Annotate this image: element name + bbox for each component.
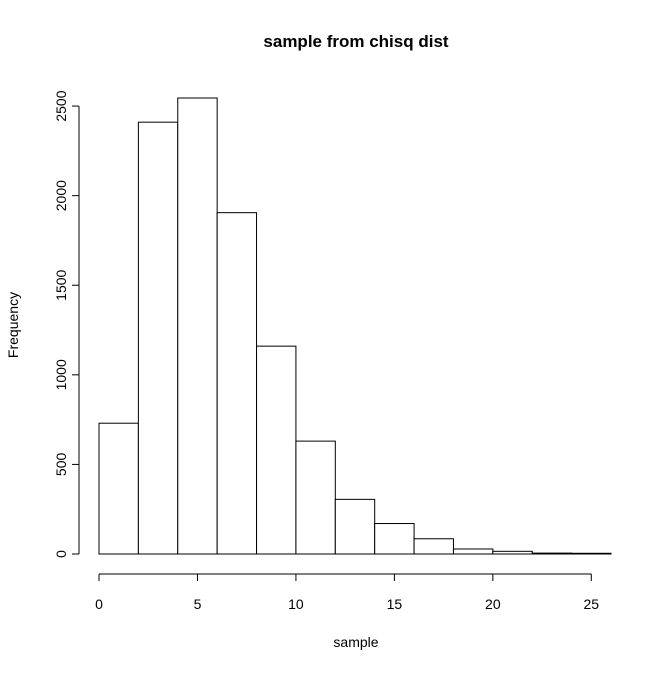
histogram-bar (216, 212, 258, 555)
histogram-bar (492, 550, 533, 555)
histogram-bar (295, 440, 336, 555)
histogram-bar (256, 345, 297, 555)
chart-title: sample from chisq dist (263, 32, 448, 51)
histogram-bar (413, 538, 454, 555)
y-tick-label: 500 (53, 453, 69, 477)
x-tick-label: 25 (584, 596, 600, 612)
x-tick-label: 15 (387, 596, 403, 612)
histogram-bar (531, 552, 573, 555)
y-tick-label: 1500 (53, 269, 69, 300)
y-axis-label: Frequency (5, 292, 21, 358)
x-tick-label: 20 (485, 596, 501, 612)
histogram-bar (98, 422, 139, 555)
x-axis: 0 5 10 15 20 25 (95, 573, 600, 612)
x-axis-label: sample (333, 634, 378, 650)
y-tick-label: 1000 (53, 359, 69, 390)
x-tick-label: 5 (194, 596, 202, 612)
histogram-bar (571, 552, 612, 555)
histogram-bar (374, 523, 415, 555)
y-axis: 0 500 1000 1500 2000 2500 (53, 90, 80, 558)
y-tick-label: 2000 (53, 180, 69, 211)
y-tick-label: 0 (53, 550, 69, 558)
y-tick-label: 2500 (53, 90, 69, 121)
histogram-bars (98, 97, 612, 555)
histogram-bar (334, 498, 376, 555)
histogram-bar (137, 121, 179, 555)
histogram-bar (452, 548, 494, 555)
x-tick-label: 10 (288, 596, 304, 612)
histogram-bar (177, 97, 218, 555)
x-tick-label: 0 (95, 596, 103, 612)
